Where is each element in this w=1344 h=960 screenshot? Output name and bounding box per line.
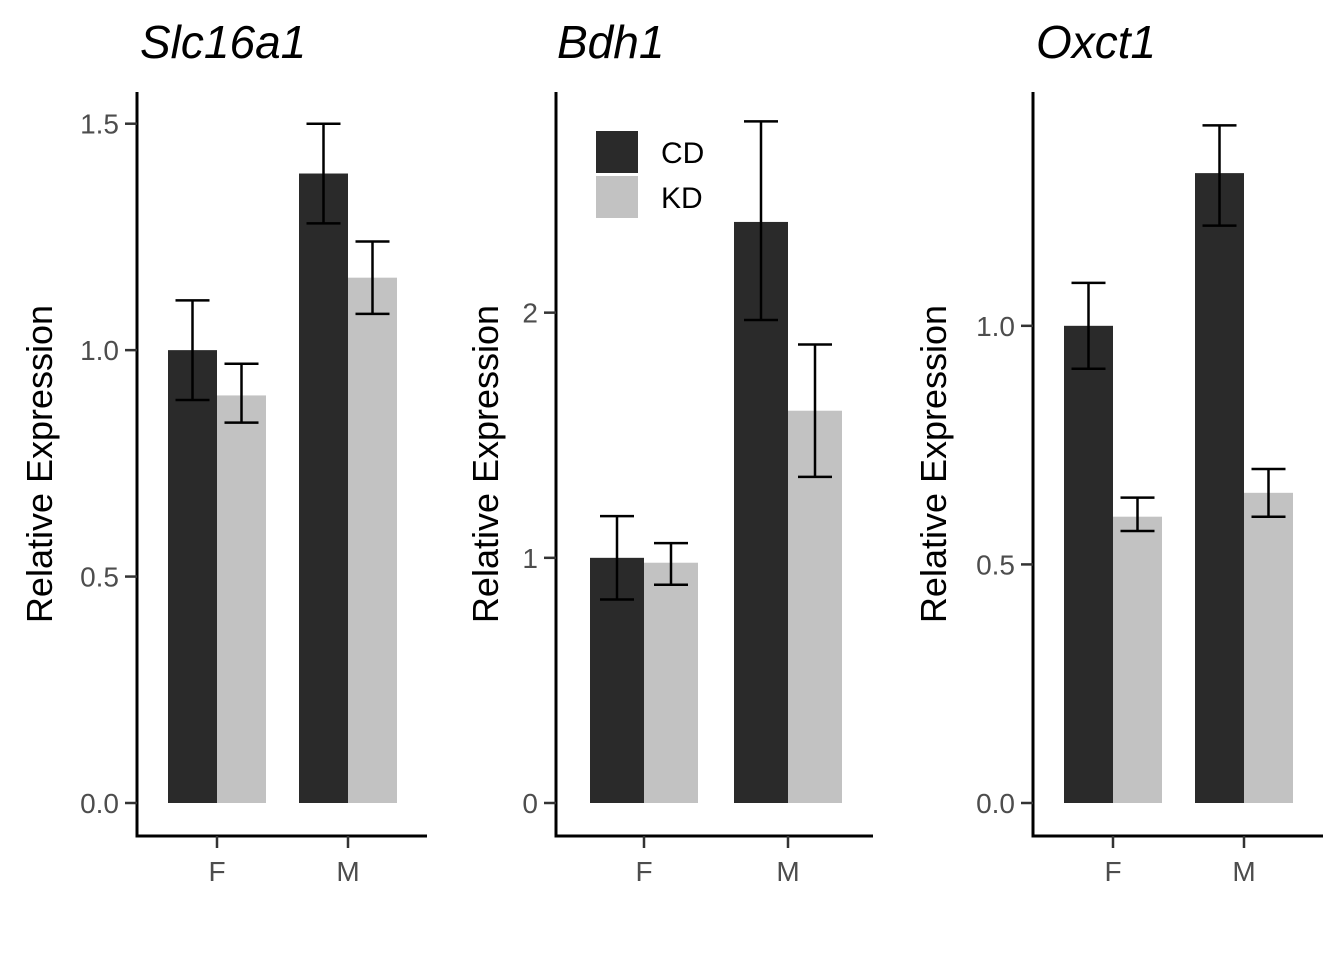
error-bar-kd-f	[224, 362, 259, 424]
bar-kd-f	[217, 395, 266, 803]
y-tick-label: 0.0	[80, 788, 119, 819]
y-tick-label: 1	[522, 543, 538, 574]
y-tick-label: 0.5	[80, 562, 119, 593]
chart-panel-3: Oxct1 Relative Expression 0.0 0.5 1.0 F M	[913, 16, 1323, 887]
x-tick-label: F	[208, 856, 225, 887]
y-axis-label: Relative Expression	[19, 305, 60, 623]
bar-cd-f	[168, 350, 217, 803]
legend-key-kd	[596, 176, 638, 218]
x-tick-label: M	[1232, 856, 1255, 887]
bar-kd-m	[1244, 492, 1293, 803]
bar-kd-f	[1113, 516, 1162, 803]
chart-title: Oxct1	[1036, 16, 1156, 68]
y-tick-label: 1.0	[976, 311, 1015, 342]
error-bar-cd-m	[306, 122, 341, 225]
error-bar-cd-f	[600, 514, 634, 601]
error-bar-cd-f	[175, 299, 210, 402]
y-tick-label: 0.0	[976, 788, 1015, 819]
error-bar-cd-m	[1202, 124, 1237, 227]
error-bar-cd-f	[1071, 281, 1106, 371]
y-tick-label: 1.0	[80, 335, 119, 366]
error-bar-kd-m	[1251, 467, 1286, 518]
chart-panel-2: Bdh1 Relative Expression 0 1 2 F M CD KD	[465, 16, 873, 887]
legend-key-cd	[596, 131, 638, 173]
bar-cd-m	[1195, 173, 1244, 804]
error-bar-cd-m	[744, 120, 778, 322]
error-bar-kd-f	[654, 541, 688, 587]
y-tick-label: 2	[522, 298, 538, 329]
chart-panel-1: Slc16a1 Relative Expression 0.0 0.5 1.0 1.5 F M	[19, 16, 427, 887]
legend-label-cd: CD	[661, 137, 704, 170]
y-tick-label: 0.5	[976, 549, 1015, 580]
x-tick-label: F	[1104, 856, 1121, 887]
bar-kd-f	[644, 562, 698, 803]
legend-label-kd: KD	[661, 182, 703, 215]
y-tick-label: 0	[522, 788, 538, 819]
chart-title: Slc16a1	[140, 16, 306, 68]
y-tick-label: 1.5	[80, 109, 119, 140]
x-tick-label: M	[336, 856, 359, 887]
y-axis-label: Relative Expression	[465, 305, 506, 623]
error-bar-kd-m	[798, 343, 832, 479]
x-tick-label: F	[635, 856, 652, 887]
bar-cd-f	[1064, 325, 1113, 803]
bar-kd-m	[348, 277, 397, 803]
legend: CD KD	[596, 131, 704, 218]
error-bar-kd-f	[1120, 496, 1155, 533]
x-tick-label: M	[776, 856, 799, 887]
bar-cd-m	[299, 173, 348, 803]
chart-title: Bdh1	[557, 16, 664, 68]
y-axis-label: Relative Expression	[913, 305, 954, 623]
error-bar-kd-m	[355, 240, 390, 316]
